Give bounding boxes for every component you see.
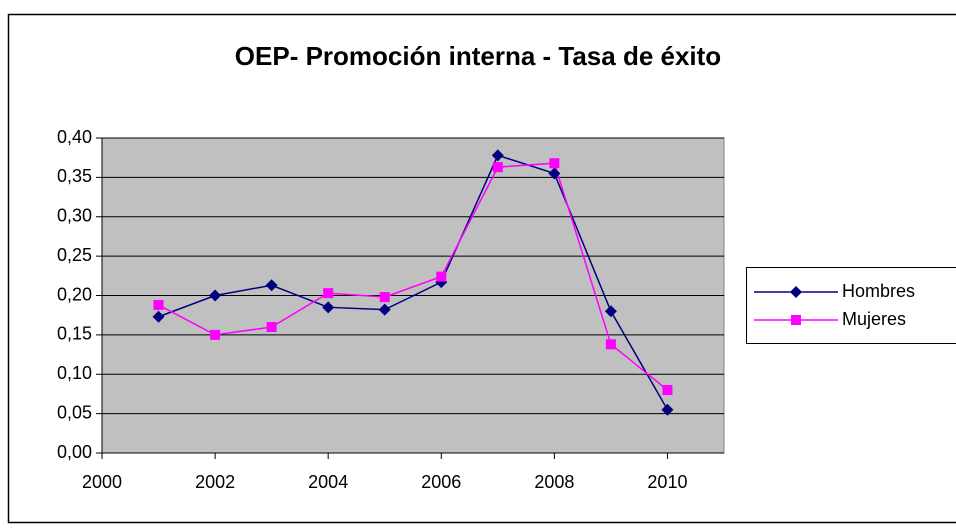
marker bbox=[548, 167, 561, 180]
y-tick-label: 0,05 bbox=[57, 402, 92, 422]
x-tick-label: 2004 bbox=[308, 472, 348, 492]
marker bbox=[379, 292, 390, 303]
x-tick-label: 2006 bbox=[421, 472, 461, 492]
y-tick-label: 0,15 bbox=[57, 324, 92, 344]
series-line bbox=[158, 162, 668, 391]
series-line bbox=[158, 154, 669, 411]
y-tick-label: 0,40 bbox=[57, 127, 92, 147]
marker bbox=[152, 310, 165, 323]
marker bbox=[605, 339, 616, 350]
legend-label: Hombres bbox=[842, 281, 915, 301]
y-tick-label: 0,35 bbox=[57, 166, 92, 186]
legend-marker bbox=[791, 315, 801, 325]
marker bbox=[209, 289, 222, 302]
marker bbox=[492, 162, 503, 173]
y-tick-label: 0,25 bbox=[57, 245, 92, 265]
marker bbox=[322, 301, 335, 314]
y-tick-label: 0,10 bbox=[57, 363, 92, 383]
marker bbox=[662, 385, 673, 395]
x-tick-label: 2010 bbox=[647, 472, 687, 492]
chart-title: OEP- Promoción interna - Tasa de éxito bbox=[235, 41, 721, 71]
x-tick-label: 2002 bbox=[195, 472, 235, 492]
marker bbox=[661, 403, 674, 416]
marker bbox=[549, 158, 560, 169]
y-tick-label: 0,20 bbox=[57, 284, 92, 304]
marker bbox=[153, 299, 164, 310]
marker bbox=[265, 279, 278, 292]
marker bbox=[378, 303, 391, 316]
marker bbox=[436, 271, 447, 282]
y-tick-label: 0,30 bbox=[57, 206, 92, 226]
marker bbox=[323, 288, 334, 299]
legend-marker bbox=[790, 286, 802, 298]
marker bbox=[604, 305, 617, 318]
marker bbox=[491, 149, 504, 162]
x-tick-label: 2008 bbox=[534, 472, 574, 492]
legend-label: Mujeres bbox=[842, 309, 906, 329]
marker bbox=[266, 322, 277, 332]
y-tick-label: 0,00 bbox=[57, 442, 92, 462]
marker bbox=[210, 329, 221, 340]
legend-box bbox=[746, 267, 956, 344]
x-tick-label: 2000 bbox=[82, 472, 122, 492]
